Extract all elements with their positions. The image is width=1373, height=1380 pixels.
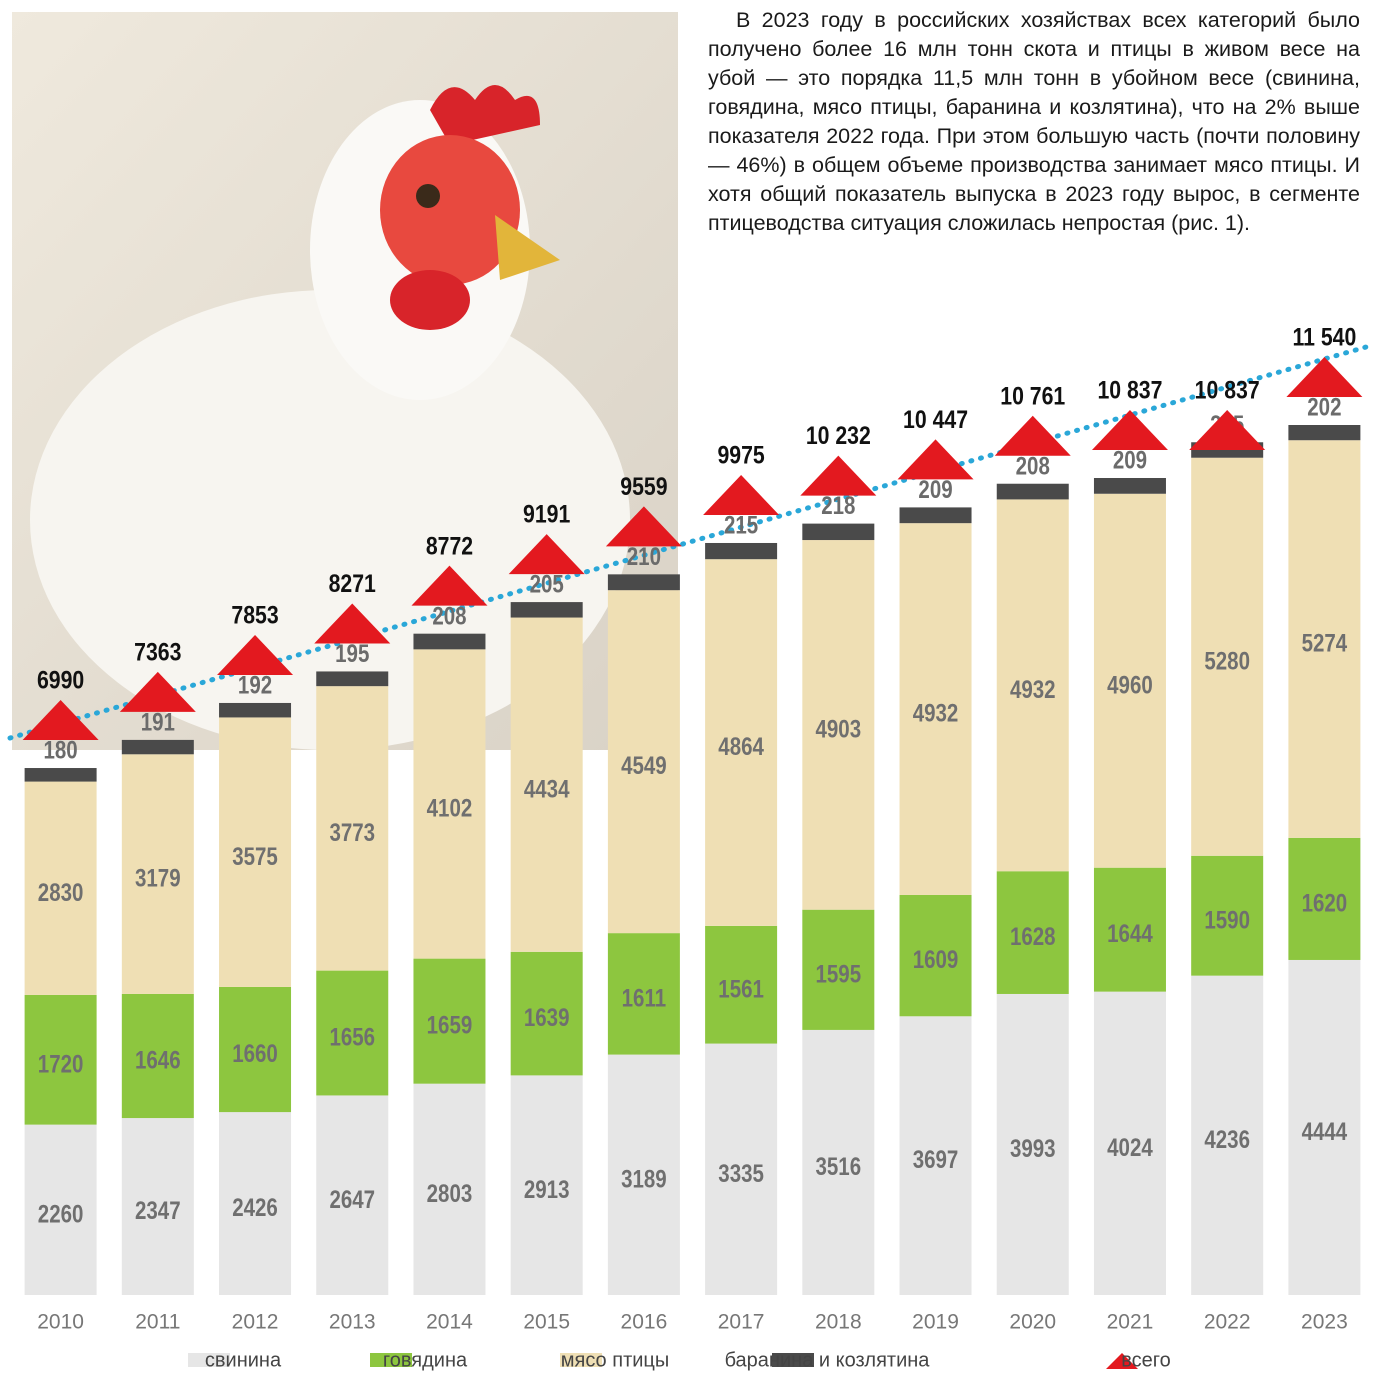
segment-label: 4864 bbox=[718, 732, 764, 760]
segment-label: 3335 bbox=[718, 1159, 764, 1187]
segment-label: 2647 bbox=[329, 1185, 375, 1213]
segment-label: 1656 bbox=[329, 1023, 375, 1051]
bar-segment bbox=[122, 740, 194, 754]
bar-segment bbox=[997, 484, 1069, 500]
total-label: 6990 bbox=[37, 666, 84, 694]
x-tick-label: 2018 bbox=[815, 1311, 862, 1334]
total-label: 10 761 bbox=[1000, 382, 1065, 410]
segment-label: 3516 bbox=[816, 1152, 862, 1180]
segment-label: 1644 bbox=[1107, 919, 1153, 947]
segment-label: 2830 bbox=[38, 878, 84, 906]
segment-label: 1609 bbox=[913, 945, 959, 973]
bar-segment bbox=[802, 524, 874, 540]
bar-segment bbox=[608, 574, 680, 590]
segment-label: 2347 bbox=[135, 1196, 181, 1224]
legend-label: говядина bbox=[383, 1349, 468, 1371]
segment-label: 2803 bbox=[427, 1179, 473, 1207]
x-tick-label: 2023 bbox=[1301, 1311, 1348, 1334]
total-marker bbox=[800, 456, 876, 496]
bar-segment bbox=[1288, 425, 1360, 440]
segment-label: 1639 bbox=[524, 1003, 570, 1031]
segment-label: 3993 bbox=[1010, 1134, 1056, 1162]
legend-label: баранина и козлятина bbox=[725, 1349, 931, 1371]
total-label: 10 837 bbox=[1097, 376, 1162, 404]
x-tick-label: 2010 bbox=[37, 1311, 84, 1334]
segment-label: 1611 bbox=[622, 983, 667, 1011]
total-marker bbox=[1286, 357, 1362, 397]
segment-label: 2426 bbox=[232, 1193, 278, 1221]
segment-label: 2913 bbox=[524, 1175, 570, 1203]
page: 2260172028301806990201023471646317919173… bbox=[0, 0, 1373, 1380]
total-label: 11 540 bbox=[1292, 323, 1356, 351]
segment-label: 5280 bbox=[1204, 646, 1250, 674]
segment-label: 4960 bbox=[1107, 670, 1153, 698]
segment-label: 2260 bbox=[38, 1199, 84, 1227]
segment-label: 3773 bbox=[329, 818, 375, 846]
bar-segment bbox=[413, 634, 485, 650]
x-tick-label: 2015 bbox=[523, 1311, 570, 1334]
x-tick-label: 2019 bbox=[912, 1311, 959, 1334]
bar-segment bbox=[25, 768, 97, 782]
segment-label: 4102 bbox=[427, 794, 473, 822]
total-marker bbox=[1189, 410, 1265, 450]
x-tick-label: 2021 bbox=[1107, 1311, 1154, 1334]
x-tick-label: 2011 bbox=[135, 1311, 180, 1334]
total-label: 9559 bbox=[620, 472, 667, 500]
segment-label: 4549 bbox=[621, 751, 667, 779]
segment-label: 1620 bbox=[1302, 889, 1348, 917]
segment-label: 3575 bbox=[232, 842, 278, 870]
paragraph: В 2023 году в российских хозяйствах всех… bbox=[708, 6, 1360, 238]
segment-label: 4024 bbox=[1107, 1133, 1153, 1161]
segment-label: 1561 bbox=[718, 974, 764, 1002]
total-marker bbox=[898, 439, 974, 479]
segment-label: 1659 bbox=[427, 1011, 473, 1039]
legend-label: мясо птицы bbox=[561, 1349, 669, 1371]
total-label: 7853 bbox=[231, 601, 278, 629]
x-tick-label: 2017 bbox=[718, 1311, 765, 1334]
bar-segment bbox=[316, 671, 388, 686]
bar-segment bbox=[511, 602, 583, 617]
segment-label: 4932 bbox=[913, 699, 959, 727]
total-label: 8271 bbox=[329, 569, 376, 597]
x-tick-label: 2020 bbox=[1009, 1311, 1056, 1334]
segment-label: 4434 bbox=[524, 774, 570, 802]
bar-segment bbox=[900, 507, 972, 523]
x-tick-label: 2013 bbox=[329, 1311, 376, 1334]
segment-label: 3697 bbox=[913, 1145, 959, 1173]
x-tick-label: 2012 bbox=[232, 1311, 279, 1334]
x-tick-label: 2016 bbox=[621, 1311, 668, 1334]
total-label: 9975 bbox=[717, 441, 764, 469]
x-tick-label: 2014 bbox=[426, 1311, 473, 1334]
total-label: 10 447 bbox=[903, 405, 968, 433]
segment-label: 3179 bbox=[135, 864, 181, 892]
legend-label: свинина bbox=[205, 1349, 282, 1371]
legend-label: всего bbox=[1121, 1349, 1171, 1371]
total-label: 10 837 bbox=[1195, 376, 1260, 404]
total-label: 10 232 bbox=[806, 422, 871, 450]
x-tick-label: 2022 bbox=[1204, 1311, 1251, 1334]
total-marker bbox=[703, 475, 779, 515]
segment-label: 1660 bbox=[232, 1039, 278, 1067]
segment-label: 4903 bbox=[816, 714, 862, 742]
segment-label: 1595 bbox=[816, 959, 862, 987]
segment-label: 3189 bbox=[621, 1164, 667, 1192]
total-label: 7363 bbox=[134, 638, 181, 666]
total-marker bbox=[1092, 410, 1168, 450]
bar-segment bbox=[1094, 478, 1166, 494]
legend: свинина говядина мясо птицы баранина и козл… bbox=[188, 1349, 1171, 1371]
total-label: 9191 bbox=[523, 500, 570, 528]
bar-segment bbox=[705, 543, 777, 559]
segment-label: 4932 bbox=[1010, 675, 1056, 703]
bar-segment bbox=[219, 703, 291, 717]
segment-label: 4236 bbox=[1204, 1125, 1250, 1153]
segment-label: 1720 bbox=[38, 1049, 84, 1077]
segment-label: 4444 bbox=[1302, 1117, 1348, 1145]
segment-label: 1646 bbox=[135, 1046, 181, 1074]
segment-label: 1590 bbox=[1204, 905, 1250, 933]
segment-label: 5274 bbox=[1302, 629, 1348, 657]
segment-label: 1628 bbox=[1010, 922, 1056, 950]
total-label: 8772 bbox=[426, 532, 473, 560]
